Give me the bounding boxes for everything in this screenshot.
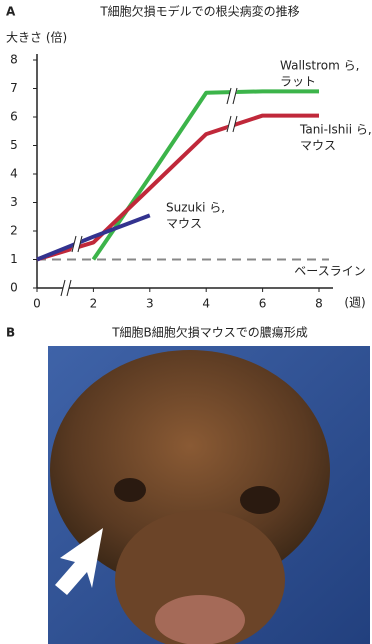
series-label: Wallstrom ら, [280,59,359,73]
x-tick-label: 3 [146,297,154,311]
series-label: Suzuki ら, [166,201,225,215]
axis-break-gap [226,87,238,106]
y-axis-label: 大きさ (倍) [6,30,67,45]
series-label: マウス [300,139,336,153]
series-label: Tani-Ishii ら, [299,123,372,137]
y-tick-label: 7 [10,81,18,95]
photo [48,346,370,644]
x-tick-label: 2 [90,297,98,311]
baseline-label: ベースライン [294,264,365,278]
figure: A T細胞欠損モデルでの根尖病変の推移 大きさ (倍) (週) B T細胞B細胞… [0,0,372,644]
series-label: ラット [280,75,316,89]
series-label: マウス [166,217,202,231]
y-tick-label: 8 [10,53,18,67]
y-tick-label: 0 [10,281,18,295]
y-tick-label: 2 [10,224,18,238]
y-tick-label: 3 [10,195,18,209]
y-tick-label: 1 [10,252,18,266]
panel-label: A [6,5,16,19]
chart-title: T細胞欠損モデルでの根尖病変の推移 [99,4,299,19]
x-axis-label: (週) [344,296,365,310]
y-tick-label: 4 [10,167,18,181]
x-tick-label: 4 [202,297,210,311]
y-tick-label: 6 [10,110,18,124]
series-line [37,215,150,259]
x-tick-label: 8 [315,297,323,311]
y-tick-label: 5 [10,138,18,152]
x-tick-label: 0 [33,297,41,311]
panel-label: B [6,326,15,340]
panel-title: T細胞B細胞欠損マウスでの膿瘍形成 [111,325,308,340]
x-tick-label: 6 [259,297,267,311]
